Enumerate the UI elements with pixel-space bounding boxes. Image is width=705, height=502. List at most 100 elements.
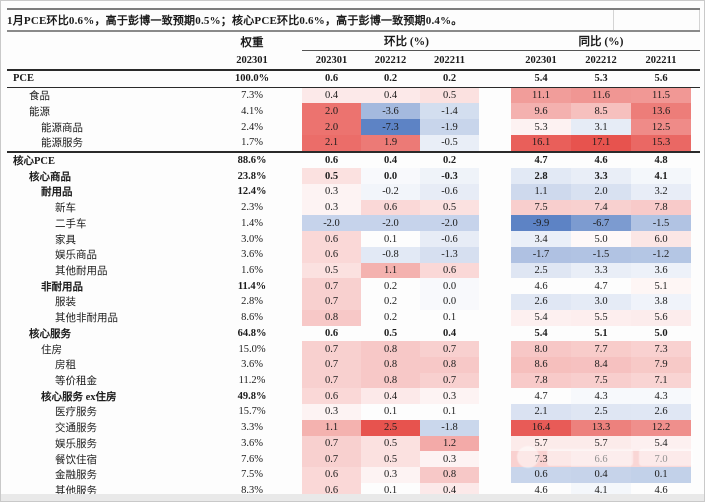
yoy-value-cell: 3.3 bbox=[571, 168, 631, 185]
yoy-value-cell: 5.1 bbox=[594, 327, 608, 339]
yoy-value-cell: 5.3 bbox=[594, 73, 608, 85]
mom-value-cell: 0.8 bbox=[302, 309, 361, 326]
spacer bbox=[479, 278, 511, 294]
row-label: 家具 bbox=[55, 234, 76, 246]
yoy-value-cell: 0.6 bbox=[511, 466, 571, 483]
row-label: 二手车 bbox=[55, 218, 87, 230]
yoy-value-cell: 5.4 bbox=[534, 73, 548, 85]
mom-value-cell: 1.2 bbox=[420, 435, 479, 452]
yoy-value-cell: 4.1 bbox=[631, 168, 691, 185]
mom-value-cell: 2.1 bbox=[302, 134, 361, 151]
yoy-value-cell: 4.7 bbox=[534, 390, 548, 402]
mom-value-cell: 0.6 bbox=[324, 73, 339, 85]
yoy-value-cell: 0.1 bbox=[631, 466, 691, 483]
mom-periods: 202301 202212 202211 bbox=[302, 55, 479, 66]
mom-value-cell: 0.5 bbox=[302, 168, 361, 185]
mom-value-cell: 0.1 bbox=[442, 406, 457, 418]
weight-value: 11.2% bbox=[238, 375, 266, 387]
mom-value-cell: 2.5 bbox=[361, 419, 420, 436]
yoy-value-cell: 8.6 bbox=[511, 356, 571, 373]
row-label: 娱乐服务 bbox=[55, 438, 97, 450]
weight-value: 7.5% bbox=[241, 469, 263, 481]
mom-value-cell: 0.6 bbox=[302, 231, 361, 247]
mom-value-cell: 0.8 bbox=[361, 372, 420, 389]
table-row: 核心服务 ex住房 49.8% 0.6 0.4 0.3 4.7 4.3 4.3 bbox=[7, 388, 700, 405]
mom-value-cell: -2.0 bbox=[361, 215, 420, 232]
weight-value: 88.6% bbox=[237, 154, 267, 166]
table-row: 能源商品 2.4% 2.0 -7.3 -1.9 5.3 3.1 12.5 bbox=[7, 119, 700, 135]
mom-value-cell: -1.3 bbox=[420, 246, 479, 263]
yoy-value-cell: 8.5 bbox=[571, 103, 631, 120]
weight-value: 8.6% bbox=[241, 312, 263, 324]
table-row: 娱乐服务 3.6% 0.7 0.5 1.2 5.7 5.7 5.4 bbox=[7, 435, 700, 452]
yoy-value-cell: 3.1 bbox=[571, 119, 631, 135]
yoy-value-cell: -1.5 bbox=[571, 246, 631, 263]
yoy-value-cell: 5.3 bbox=[511, 119, 571, 135]
mom-value-cell: 0.3 bbox=[302, 404, 361, 420]
yoy-value-cell: 13.3 bbox=[571, 419, 631, 436]
spacer bbox=[479, 404, 511, 420]
mom-value-cell: 0.4 bbox=[361, 388, 420, 405]
weight-value: 3.6% bbox=[241, 359, 263, 371]
mom-value-cell: 0.6 bbox=[324, 154, 339, 166]
weight-value: 4.1% bbox=[241, 105, 263, 117]
mom-value-cell: 0.1 bbox=[442, 312, 457, 324]
yoy-value-cell: 5.4 bbox=[511, 309, 571, 326]
mom-value-cell: 0.5 bbox=[420, 199, 479, 216]
spacer bbox=[479, 153, 511, 169]
table-row: 医疗服务 15.7% 0.3 0.1 0.1 2.1 2.5 2.6 bbox=[7, 404, 700, 420]
yoy-value-cell: 4.7 bbox=[594, 280, 608, 292]
yoy-value-cell: 5.7 bbox=[511, 435, 571, 452]
spacer bbox=[479, 310, 511, 326]
yoy-value-cell: 4.6 bbox=[594, 154, 608, 166]
row-label: 核心服务 bbox=[29, 328, 71, 340]
weight-value: 3.6% bbox=[241, 249, 263, 261]
yoy-value-cell: 4.3 bbox=[631, 388, 691, 405]
row-label: 其他耐用品 bbox=[55, 265, 108, 277]
column-group-header: 权重 环比 (%) 同比 (%) bbox=[7, 32, 700, 51]
spacer bbox=[479, 200, 511, 216]
spacer bbox=[479, 88, 511, 104]
weight-value: 49.8% bbox=[237, 390, 267, 402]
row-label: 非耐用品 bbox=[41, 281, 83, 293]
yoy-value-cell: 4.6 bbox=[654, 485, 668, 497]
mom-value-cell: 0.5 bbox=[383, 327, 398, 339]
weight-column-header: 权重 bbox=[240, 36, 264, 49]
yoy-value-cell: 16.1 bbox=[511, 134, 571, 151]
spacer bbox=[479, 184, 511, 200]
yoy-value-cell: -1.7 bbox=[511, 246, 571, 263]
row-label: 新车 bbox=[55, 203, 76, 215]
yoy-value-cell: 3.8 bbox=[631, 294, 691, 310]
row-label: 能源商品 bbox=[41, 122, 83, 134]
mom-value-cell: -0.6 bbox=[420, 231, 479, 247]
yoy-value-cell: 5.0 bbox=[654, 327, 668, 339]
mom-value-cell: 0.7 bbox=[302, 294, 361, 310]
mom-value-cell: 0.2 bbox=[442, 73, 457, 85]
row-label: 住房 bbox=[41, 344, 62, 356]
mom-value-cell: 0.0 bbox=[420, 278, 479, 295]
period-label: 202212 bbox=[374, 54, 407, 66]
row-label: 能源 bbox=[29, 106, 50, 118]
spacer bbox=[479, 119, 511, 135]
weight-value: 3.6% bbox=[241, 437, 263, 449]
mom-value-cell: 0.0 bbox=[361, 168, 420, 185]
mom-value-cell: 2.0 bbox=[302, 103, 361, 120]
spacer bbox=[479, 451, 511, 467]
yoy-value-cell: 7.5 bbox=[571, 372, 631, 389]
yoy-value-cell: 7.1 bbox=[631, 372, 691, 389]
mom-value-cell: 0.6 bbox=[361, 199, 420, 216]
row-label: PCE bbox=[13, 73, 34, 85]
yoy-value-cell: 17.1 bbox=[571, 134, 631, 151]
row-label: 其他服务 bbox=[55, 486, 97, 498]
mom-value-cell: 0.5 bbox=[420, 87, 479, 104]
row-label: 核心服务 ex住房 bbox=[41, 391, 117, 403]
yoy-value-cell: 5.6 bbox=[654, 73, 668, 85]
yoy-value-cell: 5.1 bbox=[631, 278, 691, 295]
mom-value-cell: 1.1 bbox=[302, 419, 361, 436]
yoy-value-cell: 7.4 bbox=[571, 199, 631, 216]
mom-value-cell: 0.2 bbox=[383, 296, 398, 308]
yoy-value-cell: 5.5 bbox=[571, 309, 631, 326]
mom-value-cell: -2.0 bbox=[420, 215, 479, 232]
table-row: 餐饮住宿 7.6% 0.7 0.5 0.3 7.3 6.6 7.0 bbox=[7, 451, 700, 467]
table-body: PCE 100.0% 0.6 0.2 0.2 5.4 5.3 5.6 食品 7.3% 0.4 0.4 0… bbox=[7, 71, 700, 501]
